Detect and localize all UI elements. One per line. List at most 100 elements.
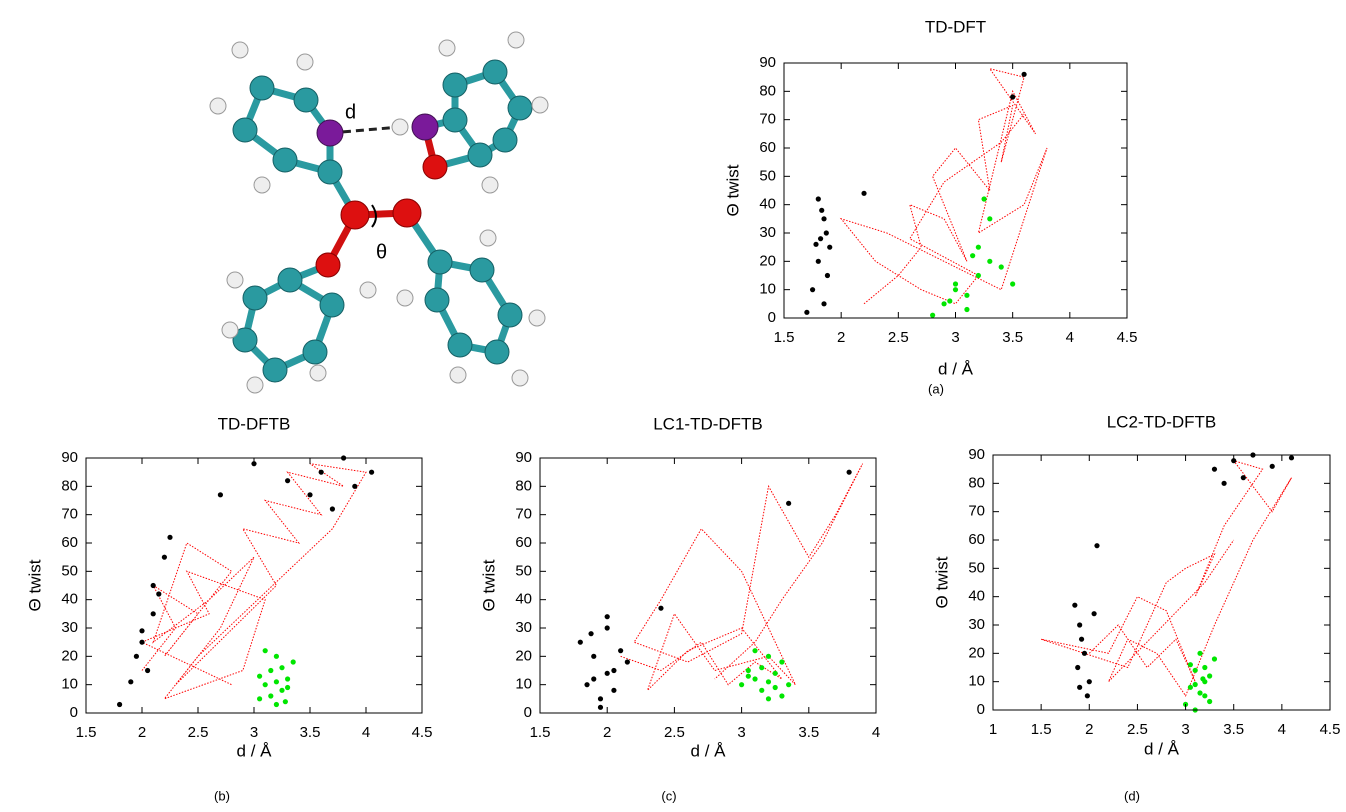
point: [1202, 664, 1208, 671]
point: [1075, 664, 1081, 671]
point: [604, 625, 610, 631]
point: [952, 287, 959, 293]
distance-label: d: [345, 101, 356, 123]
x-tick-label: 3.5: [1002, 329, 1023, 346]
x-tick-label: 4.5: [1117, 329, 1138, 346]
plot-frame: [539, 457, 877, 714]
y-tick-label: 0: [977, 701, 985, 718]
point: [1187, 684, 1193, 690]
point: [1187, 662, 1193, 668]
point: [318, 469, 324, 475]
y-tick-label: 80: [61, 477, 78, 494]
y-tick-label: 20: [61, 647, 78, 664]
y-tick-label: 90: [759, 54, 776, 71]
y-tick-label: 90: [515, 449, 532, 466]
y-tick-label: 40: [61, 591, 78, 608]
atoms: d θ: [209, 31, 549, 394]
caption: (d): [1124, 788, 1140, 803]
x-axis-label: d / Å: [938, 359, 974, 378]
x-tick-label: 2.5: [664, 724, 685, 741]
y-tick-label: 30: [515, 619, 532, 636]
point: [268, 667, 274, 674]
plot-frame: [783, 62, 1128, 319]
point: [1192, 667, 1198, 673]
point: [815, 258, 821, 264]
point: [273, 701, 279, 708]
point: [1078, 636, 1085, 642]
point: [117, 701, 123, 708]
y-tick-label: 50: [61, 562, 78, 579]
y-tick-label: 90: [968, 446, 985, 463]
x-tick-label: 2.5: [188, 724, 209, 741]
point: [786, 500, 792, 506]
point: [577, 639, 583, 645]
chart-title: TD-DFT: [925, 17, 986, 36]
x-tick-label: 4.5: [1320, 721, 1341, 738]
point: [1010, 281, 1016, 287]
y-tick-label: 30: [968, 616, 985, 633]
point: [998, 264, 1004, 270]
point: [279, 687, 285, 693]
y-tick-label: 30: [61, 619, 78, 636]
trajectory: [620, 463, 864, 691]
y-tick-label: 70: [968, 503, 985, 520]
x-axis-label: d / Å: [237, 741, 273, 760]
x-tick-label: 3: [737, 724, 745, 741]
point: [257, 673, 263, 679]
y-tick-label: 50: [515, 562, 532, 579]
x-tick-label: 4.5: [412, 724, 433, 741]
x-tick-label: 2: [1085, 721, 1093, 738]
point: [752, 648, 758, 654]
y-tick-label: 10: [759, 281, 776, 298]
point: [827, 244, 833, 250]
point: [279, 665, 285, 671]
point: [975, 244, 981, 250]
y-tick-label: 10: [968, 673, 985, 690]
point: [604, 614, 610, 620]
x-tick-label: 1.5: [774, 329, 795, 346]
point: [975, 272, 981, 279]
point: [167, 534, 173, 540]
chart: TD-DFT d / Å Θ twist (a) 1.5 2 2.5 3 3.5 4 4.5 0 10 2…: [723, 17, 1137, 396]
y-tick-label: 80: [759, 82, 776, 99]
point: [779, 693, 785, 699]
y-tick-label: 20: [968, 644, 985, 661]
y-tick-label: 40: [968, 588, 985, 605]
point: [941, 301, 947, 307]
x-tick-label: 3: [951, 329, 959, 346]
point: [964, 306, 970, 313]
point: [156, 591, 162, 597]
chart-title: TD-DFTB: [218, 414, 291, 433]
y-tick-label: 20: [515, 647, 532, 664]
point: [752, 676, 758, 682]
point: [139, 639, 145, 645]
point: [307, 492, 313, 498]
point: [964, 292, 970, 298]
y-tick-label: 60: [759, 139, 776, 156]
y-tick-label: 50: [759, 167, 776, 184]
point: [611, 667, 617, 674]
point: [145, 667, 151, 674]
x-tick-label: 2: [138, 724, 146, 741]
x-axis-label: d / Å: [1144, 739, 1180, 758]
chart: LC2-TD-DFTB d / Å Θ twist (d) 1 1.5 2 2.5 3 3.5 4 4…: [932, 412, 1340, 803]
point: [1288, 455, 1295, 461]
point: [772, 670, 778, 676]
angle-label: θ: [376, 241, 387, 263]
chart-title: LC2-TD-DFTB: [1107, 412, 1217, 431]
chart-title: LC1-TD-DFTB: [653, 414, 763, 433]
point: [611, 687, 617, 693]
point: [1211, 656, 1218, 662]
point: [1200, 676, 1206, 682]
x-tick-label: 4: [1066, 329, 1074, 346]
point: [273, 653, 279, 659]
point: [1077, 622, 1083, 628]
x-tick-label: 2: [603, 724, 611, 741]
y-tick-label: 40: [759, 196, 776, 213]
y-tick-label: 0: [768, 309, 776, 326]
point: [588, 631, 594, 637]
x-axis-label: d / Å: [691, 741, 727, 760]
point: [952, 281, 959, 287]
point: [597, 704, 604, 710]
